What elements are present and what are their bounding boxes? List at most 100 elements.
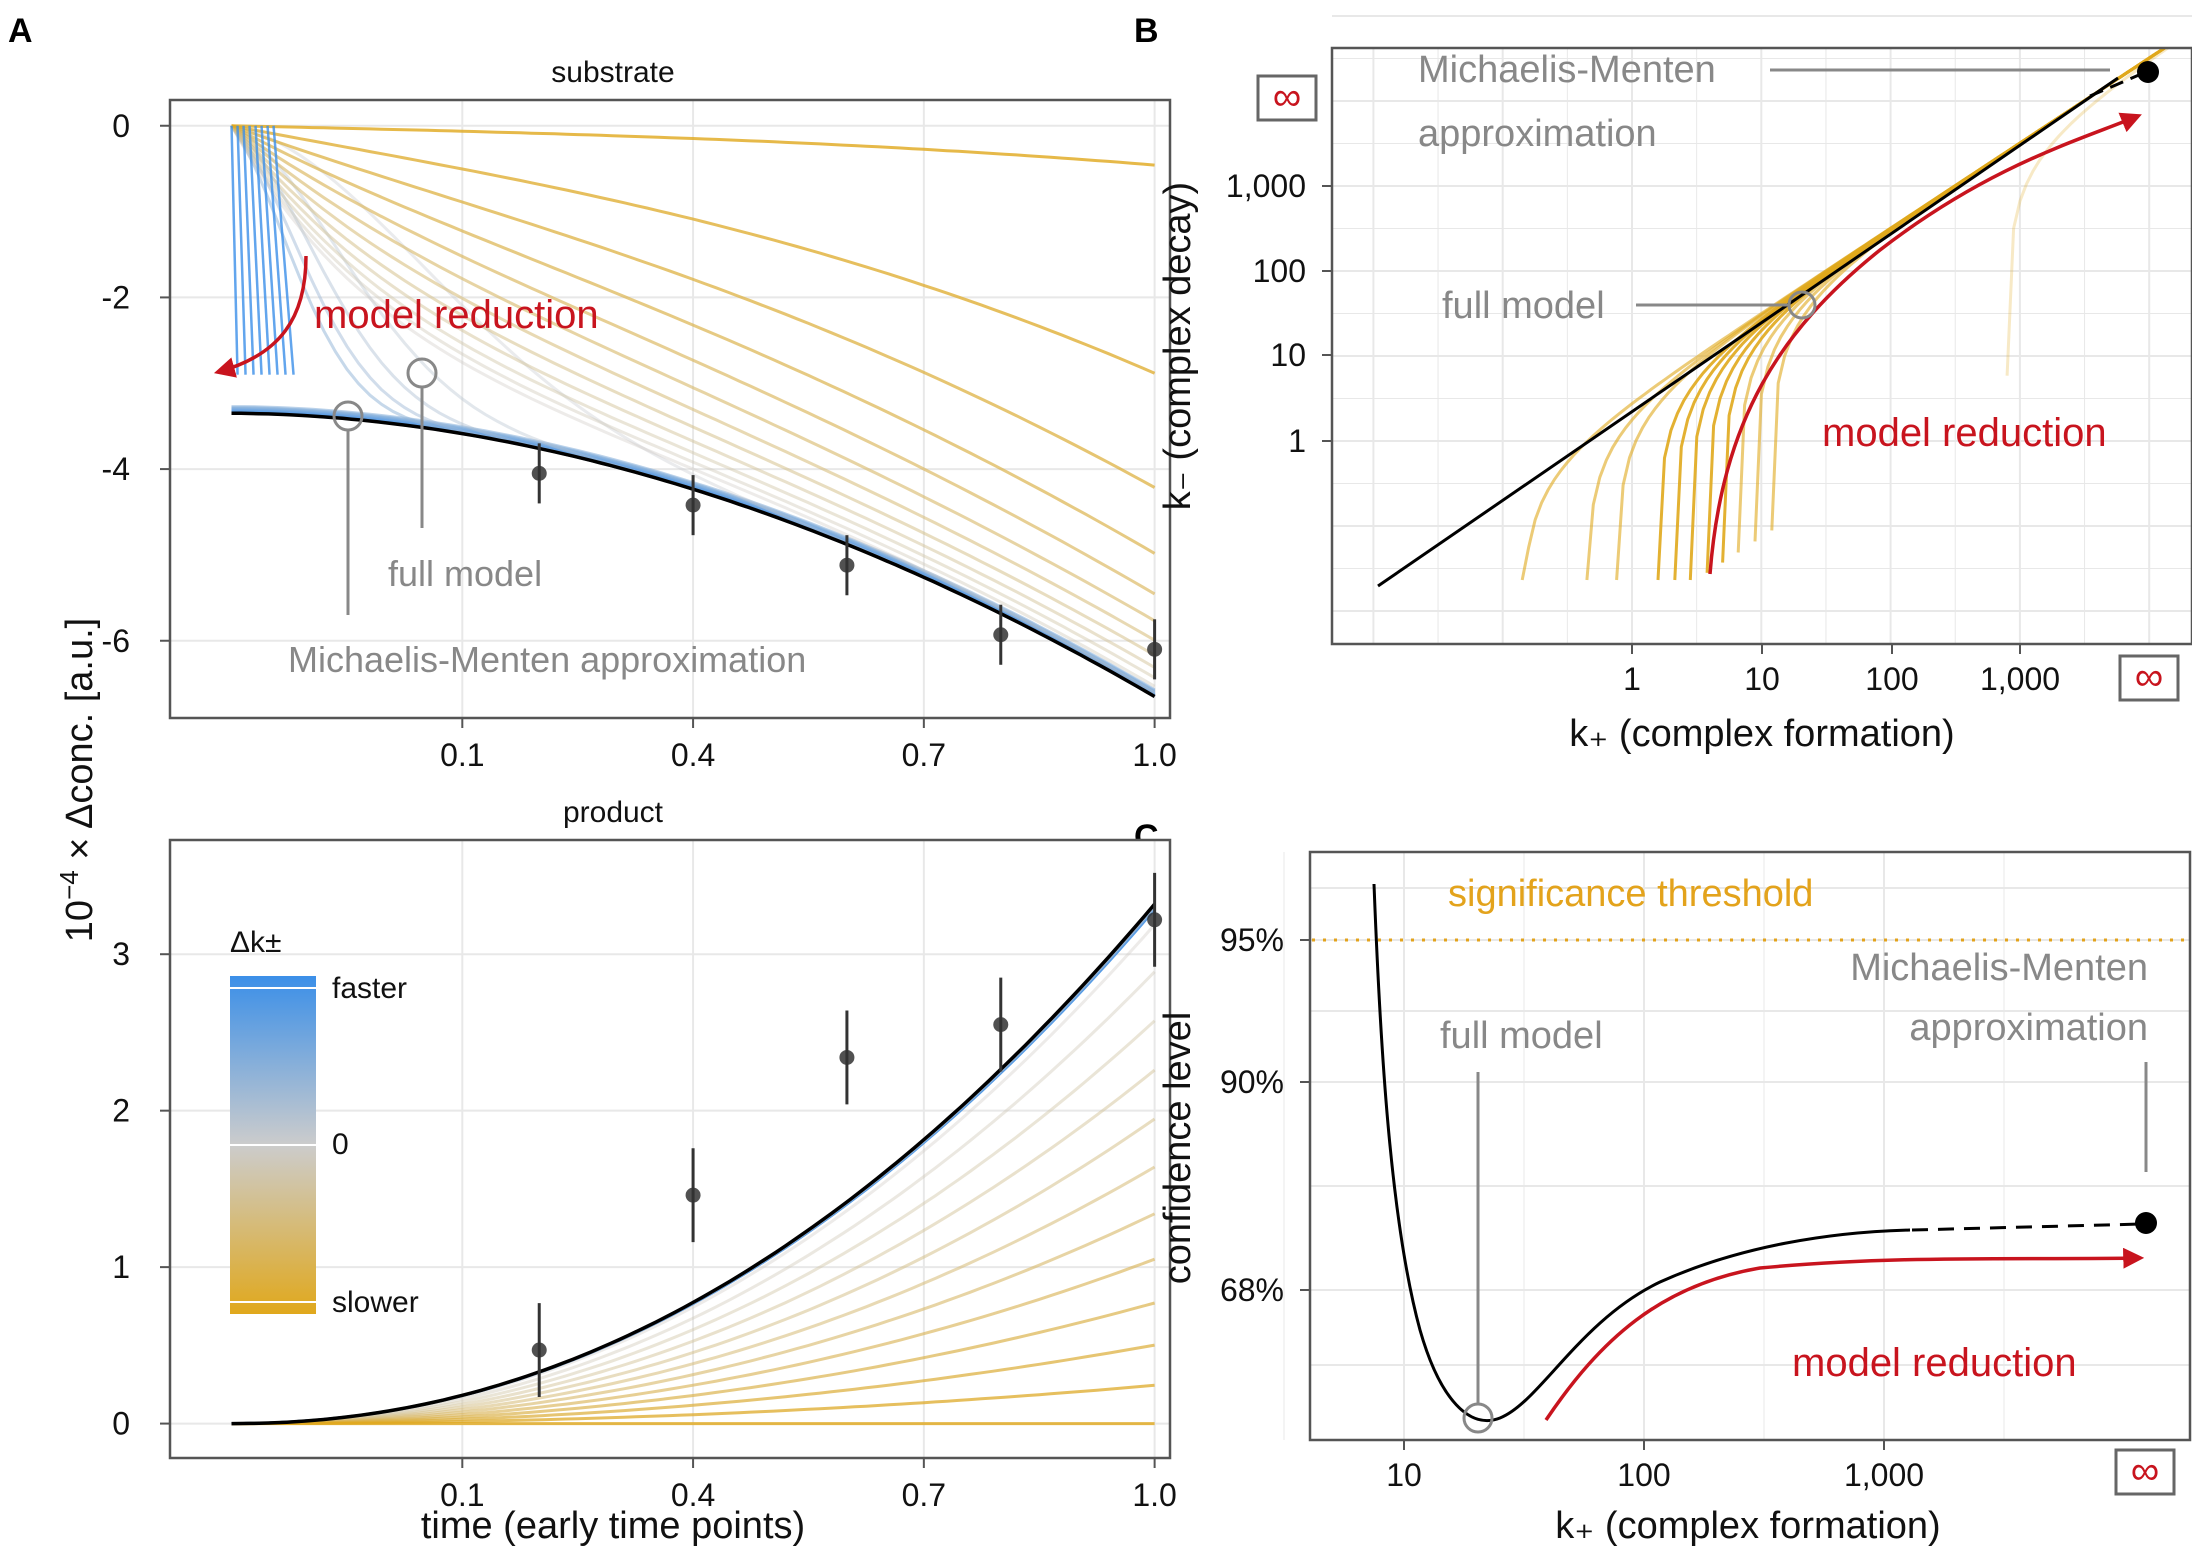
b-model-reduction-arrow bbox=[1708, 112, 2142, 575]
c-mm-dashed bbox=[1911, 1222, 2143, 1232]
b-x-infinity-icon: ∞ bbox=[2135, 655, 2164, 699]
x-tick-label: 10 bbox=[1386, 1457, 1422, 1493]
y-tick-label: -4 bbox=[102, 451, 130, 487]
model-curve bbox=[231, 124, 1156, 375]
y-tick-label: 10 bbox=[1270, 337, 1306, 373]
fast-curve bbox=[260, 125, 279, 375]
x-tick-label: 10 bbox=[1744, 661, 1780, 697]
b-model-reduction-label: model reduction bbox=[1822, 411, 2107, 455]
b-mm-dashed bbox=[2089, 70, 2147, 98]
fast-curve bbox=[236, 125, 247, 375]
b-mm-label-line1: Michaelis-Menten bbox=[1418, 49, 1716, 91]
fast-curve bbox=[242, 125, 255, 375]
substrate-mm-label: Michaelis-Menten approximation bbox=[288, 639, 806, 680]
fast-curve bbox=[248, 125, 263, 375]
model-curve bbox=[230, 124, 1156, 642]
b-y-infinity-icon: ∞ bbox=[1273, 75, 1302, 119]
y-tick-label: 1 bbox=[1288, 423, 1306, 459]
c-full-model-label: full model bbox=[1440, 1015, 1603, 1057]
product-data-points bbox=[531, 872, 1163, 1397]
x-tick-label: 100 bbox=[1865, 661, 1918, 697]
panel-a-substrate: substrate 0.1 0.4 0.7 1.0 0 -2 -4 -6 model redu… bbox=[102, 56, 1177, 773]
substrate-ticks: 0.1 0.4 0.7 1.0 0 -2 -4 -6 bbox=[102, 108, 1177, 773]
x-tick-label: 1,000 bbox=[1980, 661, 2060, 697]
data-point bbox=[993, 1017, 1009, 1033]
data-point bbox=[839, 557, 855, 573]
substrate-model-reduction-label: model reduction bbox=[314, 293, 599, 337]
b-mm-dot bbox=[2137, 61, 2159, 83]
model-curve bbox=[230, 124, 1156, 680]
c-plot-bg bbox=[1310, 852, 2190, 1440]
c-mm-dot bbox=[2135, 1212, 2157, 1234]
panel-letter-a: A bbox=[8, 12, 33, 50]
c-mm-label-line1: Michaelis-Menten bbox=[1850, 947, 2148, 989]
c-model-reduction-label: model reduction bbox=[1792, 1341, 2077, 1385]
b-full-model-label: full model bbox=[1442, 285, 1605, 327]
substrate-full-model-label: full model bbox=[388, 553, 542, 594]
c-mm-label-line2: approximation bbox=[1909, 1007, 2148, 1049]
y-tick-label: 90% bbox=[1220, 1064, 1284, 1100]
data-point bbox=[1147, 912, 1163, 928]
c-x-infinity-icon: ∞ bbox=[2131, 1449, 2160, 1493]
c-model-reduction-arrow bbox=[1544, 1247, 2145, 1421]
delta-k-legend: Δk± faster 0 slower bbox=[230, 926, 419, 1319]
k-curve bbox=[2005, 48, 2171, 376]
y-tick-label: 0 bbox=[112, 1406, 130, 1442]
data-point bbox=[993, 627, 1009, 643]
model-curve bbox=[231, 124, 1156, 489]
model-curve bbox=[231, 124, 1155, 167]
data-point bbox=[531, 1342, 547, 1358]
substrate-frame bbox=[168, 98, 1172, 720]
fast-curve bbox=[272, 125, 295, 375]
substrate-title: substrate bbox=[551, 56, 674, 89]
b-y-infinity-box: ∞ bbox=[1256, 74, 1318, 122]
b-ticks: 1 10 100 1,000 1 10 100 1,000 bbox=[1226, 168, 2060, 697]
y-tick-label: 95% bbox=[1220, 922, 1284, 958]
y-tick-label: 100 bbox=[1253, 253, 1306, 289]
x-tick-label: 100 bbox=[1617, 1457, 1670, 1493]
c-ylabel: confidence level bbox=[1157, 1012, 1199, 1285]
panel-c: 10 100 1,000 95% 90% 68% significance thresho… bbox=[1157, 850, 2192, 1547]
x-tick-label: 1.0 bbox=[1132, 737, 1176, 773]
panel-a-product: product 0.1 0.4 0.7 1.0 0 1 2 3 Δk± faster 0 sl… bbox=[112, 796, 1177, 1513]
fast-curve bbox=[254, 125, 271, 375]
model-curve bbox=[231, 1019, 1156, 1426]
model-curve bbox=[230, 124, 1156, 555]
product-ticks: 0.1 0.4 0.7 1.0 0 1 2 3 bbox=[112, 936, 1177, 1513]
product-title: product bbox=[563, 796, 664, 829]
x-tick-label: 0.4 bbox=[671, 1477, 715, 1513]
b-full-model-line bbox=[1377, 76, 2119, 588]
y-tick-label: 2 bbox=[112, 1093, 130, 1129]
b-mm-label-line2: approximation bbox=[1418, 113, 1657, 155]
data-point bbox=[839, 1049, 855, 1065]
data-point bbox=[685, 497, 701, 513]
model-curve bbox=[230, 124, 1156, 596]
model-curve bbox=[230, 124, 1156, 669]
product-frame bbox=[168, 838, 1172, 1460]
x-tick-label: 1,000 bbox=[1844, 1457, 1924, 1493]
c-threshold-label: significance threshold bbox=[1448, 873, 1813, 915]
data-point bbox=[531, 465, 547, 481]
y-tick-label: 3 bbox=[112, 936, 130, 972]
y-tick-label: 1,000 bbox=[1226, 168, 1306, 204]
x-tick-label: 1.0 bbox=[1132, 1477, 1176, 1513]
fast-curve bbox=[230, 125, 239, 375]
b-grid bbox=[1332, 15, 2192, 644]
legend-label-zero: 0 bbox=[332, 1128, 349, 1161]
legend-label-faster: faster bbox=[332, 972, 407, 1005]
x-tick-label: 0.1 bbox=[440, 737, 484, 773]
y-tick-label: -2 bbox=[102, 279, 130, 315]
model-curve bbox=[230, 124, 1156, 623]
panel-a-xlabel: time (early time points) bbox=[421, 1505, 805, 1547]
x-tick-label: 0.4 bbox=[671, 737, 715, 773]
c-grid bbox=[1283, 852, 2190, 1440]
x-tick-label: 0.7 bbox=[902, 1477, 946, 1513]
data-point bbox=[685, 1187, 701, 1203]
c-frame bbox=[1308, 850, 2192, 1442]
legend-label-slower: slower bbox=[332, 1286, 419, 1319]
panel-a-ylabel: 10−4 × Δconc. [a.u.] bbox=[54, 618, 101, 942]
c-confidence-curve bbox=[1372, 883, 1911, 1423]
model-curve bbox=[230, 125, 1156, 688]
legend-title: Δk± bbox=[230, 926, 282, 959]
